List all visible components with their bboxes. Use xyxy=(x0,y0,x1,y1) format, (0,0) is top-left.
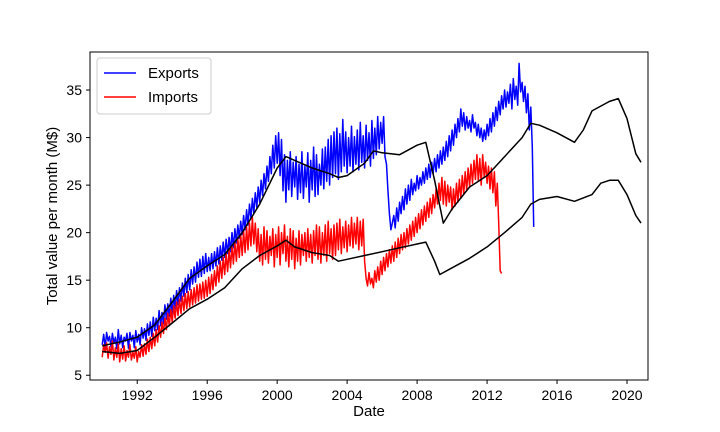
y-tick-label: 5 xyxy=(74,367,82,383)
y-tick-label: 20 xyxy=(66,225,82,241)
y-tick-label: 25 xyxy=(66,177,82,193)
y-axis-label: Total value per month (M$) xyxy=(44,127,61,305)
x-axis-label: Date xyxy=(353,403,385,420)
legend-box xyxy=(96,57,212,115)
x-tick-label: 2020 xyxy=(611,387,642,403)
legend: Exports Imports xyxy=(96,57,212,115)
y-tick-label: 30 xyxy=(66,130,82,146)
y-tick-label: 10 xyxy=(66,320,82,336)
x-tick-label: 2012 xyxy=(471,387,502,403)
x-tick-label: 1992 xyxy=(122,387,153,403)
series-line-trend-2 xyxy=(102,97,642,347)
plot-frame xyxy=(89,51,649,381)
x-axis: 1992 1996 2000 2004 2008 2012 2016 2020 xyxy=(122,380,643,403)
x-tick-label: 2004 xyxy=(332,387,363,403)
series-line-imports xyxy=(101,153,503,363)
legend-label-exports: Exports xyxy=(148,65,199,82)
x-tick-label: 2008 xyxy=(402,387,433,403)
y-axis: 5 10 15 20 25 30 35 xyxy=(66,82,90,383)
x-tick-label: 2016 xyxy=(541,387,572,403)
series-line-trend-3 xyxy=(102,179,642,355)
legend-label-imports: Imports xyxy=(148,89,198,106)
y-tick-label: 35 xyxy=(66,82,82,98)
x-tick-label: 2000 xyxy=(262,387,293,403)
series-layer xyxy=(101,62,642,363)
y-tick-label: 15 xyxy=(66,272,82,288)
x-tick-label: 1996 xyxy=(192,387,223,403)
